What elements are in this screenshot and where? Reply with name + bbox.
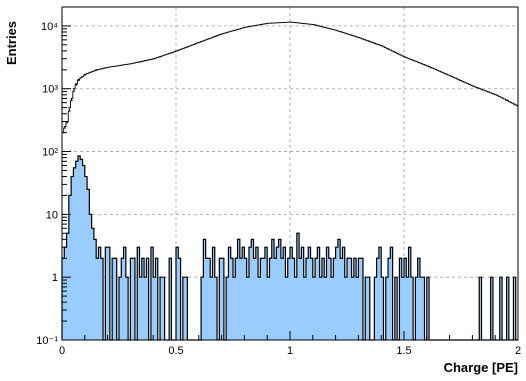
axis-ticks — [61, 25, 519, 341]
y-tick-label: 10³ — [42, 84, 58, 96]
y-tick-label: 10⁻¹ — [36, 335, 58, 347]
x-tick-label: 1 — [287, 345, 293, 357]
y-tick-label: 1 — [52, 272, 58, 284]
y-tick-label: 10⁴ — [41, 21, 58, 33]
y-tick-label: 10² — [42, 147, 58, 159]
y-tick-label: 10 — [46, 209, 58, 221]
x-tick-label: 1.5 — [396, 345, 411, 357]
x-tick-label: 0.5 — [168, 345, 183, 357]
x-axis-title: Charge [PE] — [444, 360, 518, 375]
outline-histogram-line — [62, 21, 519, 134]
tick-labels: 0 0.5 1 1.5 2 10⁻¹ 1 10 10² 10³ 10⁴ — [36, 21, 521, 357]
filled-histogram — [61, 155, 518, 341]
x-tick-label: 0 — [59, 345, 65, 357]
outline-histogram — [62, 21, 519, 134]
x-tick-label: 2 — [515, 345, 521, 357]
y-axis-title: Entries — [4, 21, 19, 65]
filled-histogram-outline — [61, 155, 518, 341]
